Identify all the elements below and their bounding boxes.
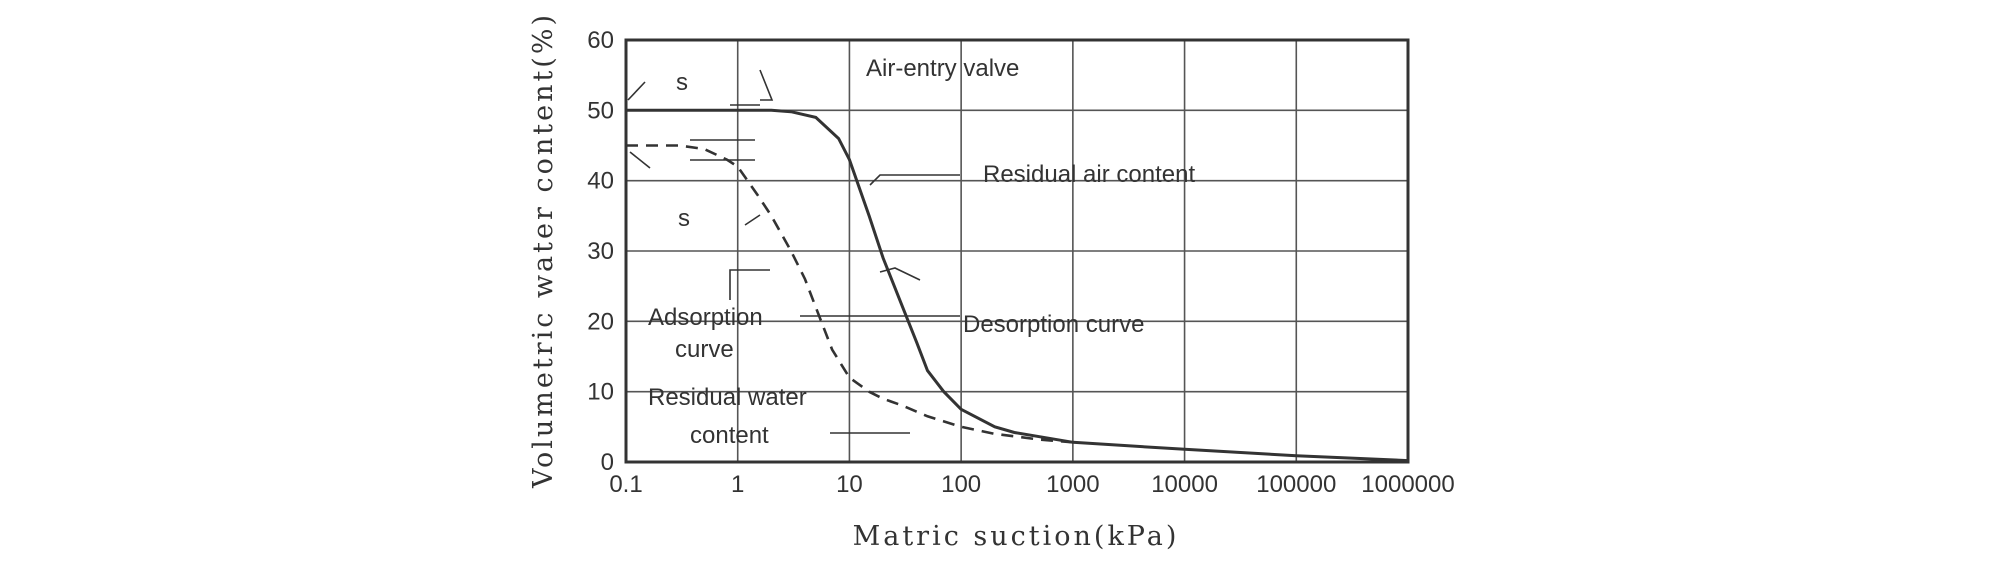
x-tick-label: 100000	[1256, 471, 1336, 498]
x-tick-label: 1000000	[1361, 471, 1454, 498]
air-entry-arrow	[759, 69, 774, 101]
x-tick-label: 10	[836, 471, 863, 498]
residual-water-label-line1: Residual water	[648, 384, 807, 411]
x-tick-label: 1000	[1046, 471, 1099, 498]
x-tick-label: 10000	[1151, 471, 1218, 498]
residual-air-pointer	[869, 174, 960, 186]
theta-s-bottom-arrow	[629, 151, 651, 169]
x-tick-label: 1	[731, 471, 744, 498]
plot-frame	[624, 38, 1410, 464]
y-tick-label: 40	[587, 168, 614, 195]
desorption-pointer	[879, 267, 921, 281]
residual-water-label-line2: content	[690, 422, 769, 449]
x-tick-label: 100	[941, 471, 981, 498]
annotation-pointers	[627, 69, 960, 434]
y-tick-label: 0	[601, 449, 614, 476]
residual-air-label: Residual air content	[983, 161, 1195, 188]
y-axis-title: Volumetric water content(%)	[528, 12, 559, 489]
y-tick-label: 30	[587, 238, 614, 265]
adsorption-label-line2: curve	[675, 336, 734, 363]
x-axis-title: Matric suction(kPa)	[853, 521, 1180, 552]
theta-s-top-arrow	[627, 81, 646, 101]
desorption-label: Desorption curve	[963, 311, 1144, 338]
adsorption-label-line1: Adsorption	[648, 304, 763, 331]
tick-labels: 0.1 1 10 100 1000 10000 100000 1000000 0 10 20 30 40…	[587, 27, 1454, 498]
adsorption-arrow	[744, 214, 761, 226]
y-tick-label: 50	[587, 97, 614, 124]
y-tick-label: 10	[587, 379, 614, 406]
theta-s-top-label: s	[676, 69, 688, 96]
x-tick-label: 0.1	[609, 471, 642, 498]
theta-s-bottom-label: s	[678, 205, 690, 232]
air-entry-label: Air-entry valve	[866, 55, 1019, 82]
y-tick-label: 60	[587, 27, 614, 54]
y-tick-label: 20	[587, 308, 614, 335]
adsorption-pointer	[729, 269, 770, 300]
